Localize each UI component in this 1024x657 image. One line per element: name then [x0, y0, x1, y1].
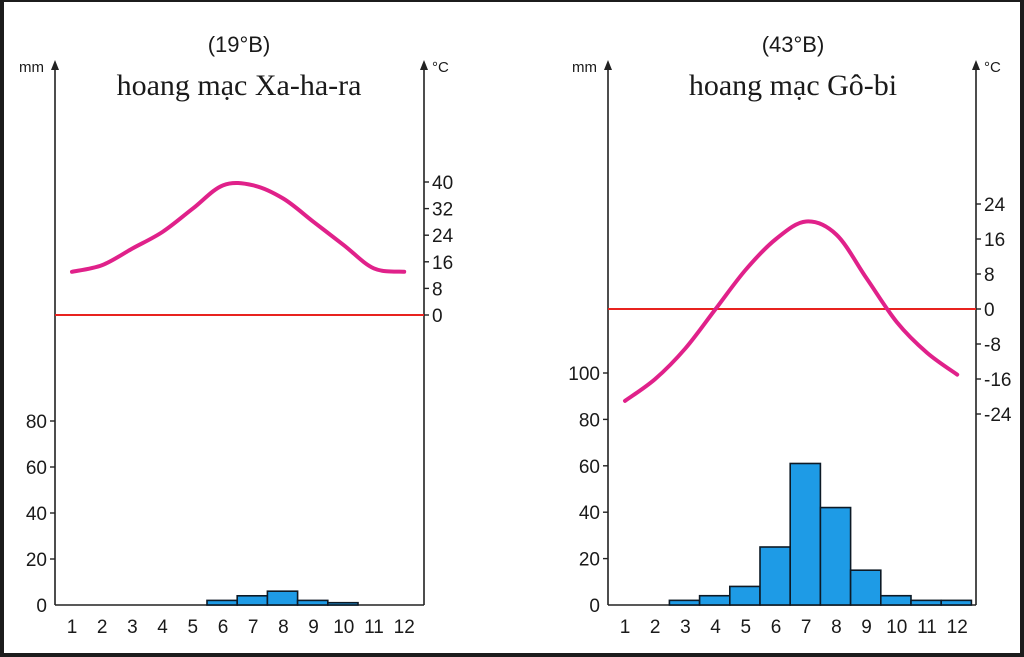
left-unit-label: mm — [572, 59, 597, 76]
temp-tick-label: 8 — [432, 279, 443, 300]
precip-bar-month-8 — [266, 590, 299, 606]
month-label: 6 — [771, 617, 782, 638]
precip-bar-month-10 — [326, 601, 359, 606]
precip-tick-label: 100 — [568, 364, 600, 385]
precip-bar-month-9 — [296, 599, 329, 606]
month-label: 12 — [394, 617, 415, 638]
precip-bar-month-6 — [206, 599, 239, 606]
right-axis-arrow-icon — [972, 60, 980, 70]
temp-tick-label: 8 — [984, 265, 995, 286]
chart-title: hoang mạc Gô-bi — [689, 69, 897, 102]
temperature-curve — [70, 181, 407, 274]
month-label: 9 — [861, 617, 872, 638]
precip-bar-month-12 — [940, 599, 973, 606]
chart-2 — [603, 60, 981, 606]
temp-tick-label: 0 — [984, 300, 995, 321]
temp-tick-label: -8 — [984, 335, 1001, 356]
precip-tick-label: 40 — [26, 504, 47, 525]
left-axis-arrow-icon — [604, 60, 612, 70]
month-label: 2 — [650, 617, 661, 638]
precip-bar-month-11 — [910, 599, 943, 606]
temp-tick-label: 24 — [984, 195, 1006, 216]
precip-tick-label: 20 — [579, 550, 600, 571]
temp-tick-label: 32 — [432, 200, 453, 221]
month-label: 2 — [97, 617, 108, 638]
month-label: 3 — [127, 617, 138, 638]
month-label: 11 — [364, 617, 384, 638]
precip-bar-month-5 — [728, 585, 761, 606]
precip-tick-label: 0 — [589, 596, 600, 617]
precip-tick-label: 20 — [26, 550, 47, 571]
temp-tick-label: 24 — [432, 226, 454, 247]
climate-charts-panel: mm °C (19°B) hoang mạc Xa-ha-ra 0 20 40 60 80 0 8 1… — [4, 2, 1020, 653]
precip-tick-label: 60 — [579, 457, 600, 478]
month-label: 5 — [741, 617, 752, 638]
left-unit-label: mm — [19, 59, 44, 76]
right-axis-arrow-icon — [420, 60, 428, 70]
month-label: 11 — [917, 617, 937, 638]
precip-bar-month-4 — [698, 594, 731, 606]
precip-bar-month-7 — [236, 594, 269, 606]
precip-bar-month-9 — [849, 569, 882, 606]
month-label: 4 — [157, 617, 168, 638]
month-label: 4 — [710, 617, 721, 638]
temp-tick-label: 40 — [432, 173, 453, 194]
temp-tick-label: 16 — [984, 230, 1005, 251]
month-label: 8 — [278, 617, 289, 638]
precip-bar-month-3 — [668, 599, 701, 606]
temperature-curve — [623, 219, 960, 403]
chart-title: hoang mạc Xa-ha-ra — [117, 69, 362, 102]
temp-tick-label: 16 — [432, 253, 453, 274]
month-label: 7 — [248, 617, 259, 638]
precip-tick-label: 60 — [26, 458, 47, 479]
month-label: 12 — [947, 617, 968, 638]
month-label: 1 — [67, 617, 78, 638]
temp-tick-label: 0 — [432, 306, 443, 327]
month-label: 5 — [188, 617, 199, 638]
month-label: 1 — [620, 617, 631, 638]
precip-bar-month-7 — [789, 462, 822, 606]
latitude-label: (43°B) — [762, 32, 825, 57]
precip-tick-label: 80 — [579, 410, 600, 431]
month-label: 8 — [831, 617, 842, 638]
precip-bar-month-6 — [759, 546, 792, 606]
climate-charts-svg: mm °C(19°B)hoang mạc Xa-ha-ra020406080081… — [19, 32, 1012, 638]
left-axis-arrow-icon — [51, 60, 59, 70]
month-label: 9 — [308, 617, 319, 638]
chart-1 — [50, 60, 429, 606]
right-unit-label: °C — [984, 59, 1001, 76]
right-unit-label: °C — [432, 59, 449, 76]
month-label: 10 — [886, 617, 907, 638]
latitude-label: (19°B) — [208, 32, 271, 57]
precip-tick-label: 40 — [579, 503, 600, 524]
temp-tick-label: -16 — [984, 370, 1011, 391]
month-label: 6 — [218, 617, 229, 638]
precip-tick-label: 80 — [26, 412, 47, 433]
month-label: 10 — [333, 617, 354, 638]
month-label: 7 — [801, 617, 812, 638]
month-label: 3 — [680, 617, 691, 638]
precip-bar-month-10 — [879, 594, 912, 606]
precip-bar-month-8 — [819, 506, 852, 606]
precip-tick-label: 0 — [36, 596, 47, 617]
temp-tick-label: -24 — [984, 405, 1012, 426]
